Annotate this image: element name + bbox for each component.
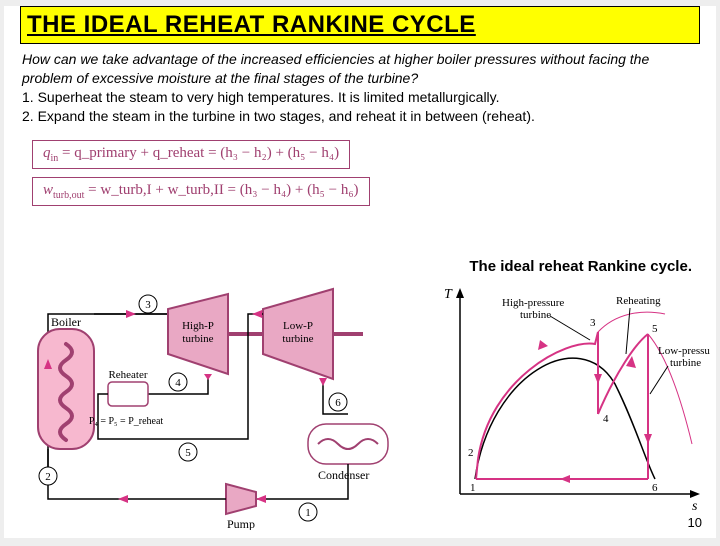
state-3: 3	[145, 299, 151, 311]
bullet-2: 2. Expand the steam in the turbine in tw…	[22, 107, 698, 126]
state-2: 2	[45, 471, 51, 483]
hp-l2: turbine	[182, 333, 213, 345]
lp-l1: Low-P	[283, 320, 313, 332]
hp-label: High-pressure turbine	[502, 297, 567, 321]
ts-6: 6	[652, 482, 658, 494]
ts-2: 2	[468, 447, 474, 459]
schematic-diagram: Boiler 3 High-P turbine Low-P turbine 4	[8, 274, 428, 530]
reheater-label: Reheater	[108, 369, 147, 381]
question-text: How can we take advantage of the increas…	[22, 50, 698, 88]
condenser-label: Condenser	[318, 468, 369, 482]
boiler-label: Boiler	[51, 315, 81, 329]
state-5: 5	[185, 447, 191, 459]
hp-l1: High-P	[182, 320, 214, 332]
T-axis: T	[444, 287, 453, 302]
lp-label: Low-pressure turbine	[658, 345, 710, 369]
ts-3: 3	[590, 317, 596, 329]
body-text: How can we take advantage of the increas…	[4, 48, 716, 132]
figures-area: Boiler 3 High-P turbine Low-P turbine 4	[4, 274, 716, 530]
reheat-label: Reheating	[616, 295, 661, 307]
equation-qin: qin = q_primary + q_reheat = (h₃ − h₂) +…	[32, 140, 350, 169]
bullet-1: 1. Superheat the steam to very high temp…	[22, 88, 698, 107]
slide-title: THE IDEAL REHEAT RANKINE CYCLE	[27, 11, 693, 39]
state-6: 6	[335, 397, 341, 409]
equation-wturb: wturb,out = w_turb,I + w_turb,II = (h₃ −…	[32, 177, 370, 206]
reheat-note: P₄ = P₅ = P_reheat	[89, 416, 164, 427]
ts-1: 1	[470, 482, 476, 494]
ts-4: 4	[603, 413, 609, 425]
slide-title-bar: THE IDEAL REHEAT RANKINE CYCLE	[20, 6, 700, 44]
equation-block: qin = q_primary + q_reheat = (h₃ − h₂) +…	[32, 136, 716, 210]
figure-caption: The ideal reheat Rankine cycle.	[469, 258, 692, 275]
ts-5: 5	[652, 323, 658, 335]
lp-l2: turbine	[282, 333, 313, 345]
page-number: 10	[688, 515, 702, 530]
state-1: 1	[305, 507, 311, 519]
state-4: 4	[175, 377, 181, 389]
pump-label: Pump	[227, 517, 255, 530]
ts-diagram: T s 1	[430, 284, 710, 524]
s-axis: s	[692, 499, 698, 514]
